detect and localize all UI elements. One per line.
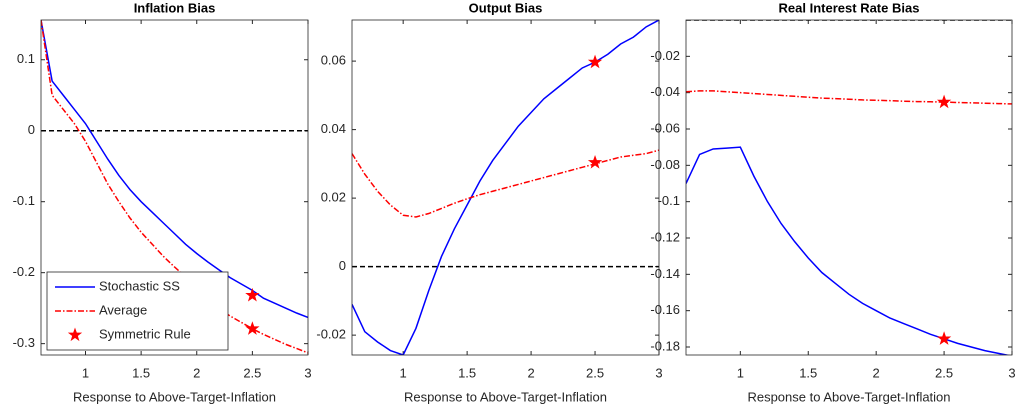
chart-title: Real Interest Rate Bias [779, 0, 920, 15]
x-tick-label: 1 [400, 365, 407, 380]
marker [245, 321, 260, 335]
series-line [352, 20, 659, 355]
series-line [686, 146, 1011, 355]
marker [587, 54, 603, 69]
y-tick-label: -0.1 [13, 193, 35, 208]
chart-title: Output Bias [469, 0, 543, 15]
x-tick-label: 2.5 [935, 365, 953, 380]
marker [245, 287, 260, 302]
plot-area [686, 20, 1012, 355]
y-tick-label: -0.02 [316, 327, 346, 342]
x-tick-label: 2 [193, 365, 200, 380]
series-line [41, 20, 308, 354]
axes-box [40, 19, 309, 356]
x-tick-label: 2 [527, 365, 534, 380]
legend-label: Stochastic SS [99, 278, 180, 293]
y-tick-label: -0.1 [658, 193, 680, 208]
x-axis-label: Response to Above-Target-Inflation [404, 389, 607, 404]
y-tick-label: -0.2 [13, 264, 35, 279]
marker [936, 94, 952, 109]
series-line [686, 90, 1012, 105]
chart-title: Inflation Bias [134, 0, 216, 15]
x-tick-label: 1.5 [799, 365, 817, 380]
plot-area [352, 20, 659, 355]
y-tick-label: -0.3 [13, 335, 35, 350]
axes: Inflation Bias Response to Above-Target-I… [13, 0, 312, 404]
axes: Output Bias Response to Above-Target-Infl… [316, 0, 662, 404]
x-tick-label: 1 [737, 365, 744, 380]
y-tick-label: -0.12 [650, 229, 680, 244]
x-tick-label: 1 [82, 365, 89, 380]
x-tick-label: 1.5 [458, 365, 476, 380]
x-tick-label: 3 [1008, 365, 1015, 380]
y-tick-label: 0.02 [321, 190, 346, 205]
x-axis-label: Response to Above-Target-Inflation [747, 389, 950, 404]
legend-label: Average [99, 302, 147, 317]
y-tick-label: -0.18 [650, 338, 680, 353]
y-tick-label: -0.06 [650, 120, 680, 135]
y-tick-label: 0 [339, 258, 346, 273]
plot-area [41, 20, 308, 354]
y-tick-label: 0.04 [321, 121, 346, 136]
x-axis-label: Response to Above-Target-Inflation [73, 389, 276, 404]
x-tick-label: 1.5 [132, 365, 150, 380]
axes-box [351, 19, 660, 356]
series-line [352, 149, 659, 218]
y-tick-label: 0.1 [17, 51, 35, 66]
y-tick-label: -0.02 [650, 48, 680, 63]
x-tick-label: 3 [304, 365, 311, 380]
marker [587, 154, 603, 169]
y-tick-label: -0.04 [650, 84, 680, 99]
legend-marker [67, 327, 83, 342]
series-line [41, 20, 308, 319]
y-tick-label: -0.08 [650, 157, 680, 172]
x-tick-label: 2.5 [243, 365, 261, 380]
legend: Stochastic SS Average Symmetric Rule [46, 271, 229, 351]
x-tick-label: 3 [655, 365, 662, 380]
axes: Real Interest Rate Bias Response to Above… [650, 0, 1015, 404]
legend-label: Symmetric Rule [99, 326, 191, 341]
axes-box [685, 19, 1013, 356]
y-tick-label: 0 [28, 122, 35, 137]
y-tick-label: 0.06 [321, 53, 346, 68]
y-tick-label: -0.14 [650, 266, 680, 281]
x-tick-label: 2 [873, 365, 880, 380]
x-tick-label: 2.5 [586, 365, 604, 380]
marker [936, 331, 952, 345]
y-tick-label: -0.16 [650, 302, 680, 317]
